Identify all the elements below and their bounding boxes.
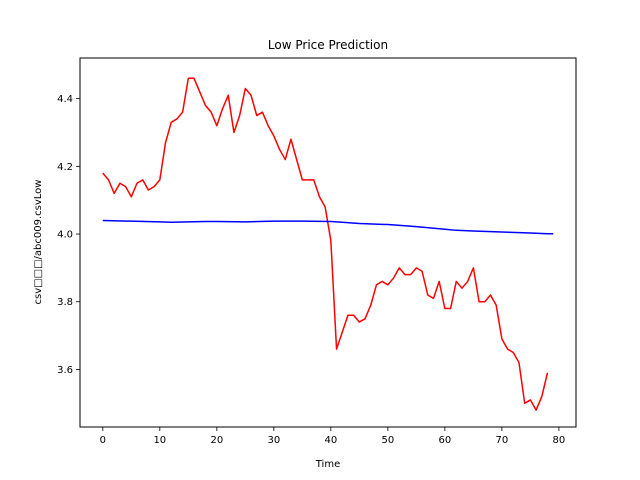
plot-frame [79,57,577,428]
x-tick-label: 20 [210,435,223,446]
x-tick-label: 70 [496,435,509,446]
x-tick-label: 0 [100,435,106,446]
x-tick-label: 40 [324,435,337,446]
x-tick-label: 50 [381,435,394,446]
series-layer [102,77,554,411]
y-tick-label: 3.6 [57,365,73,376]
y-tick-label: 4.0 [57,230,73,241]
y-tick-label: 3.8 [57,297,73,308]
series-line-2 [102,219,554,235]
x-tick-label: 10 [153,435,166,446]
x-tick-label: 80 [553,435,566,446]
y-axis-label: csv□□□/abc009.csvLow [33,180,44,305]
y-tick-label: 4.4 [57,94,73,105]
x-tick-label: 30 [267,435,280,446]
chart-title: Low Price Prediction [268,38,388,52]
x-axis-label: Time [315,459,340,470]
series-line-1 [102,77,549,411]
y-axis: 3.6 3.8 4.0 4.2 4.4 [57,94,80,376]
x-axis: 0 10 20 30 40 50 60 70 80 [100,427,566,446]
y-tick-label: 4.2 [57,162,73,173]
x-tick-label: 60 [439,435,452,446]
